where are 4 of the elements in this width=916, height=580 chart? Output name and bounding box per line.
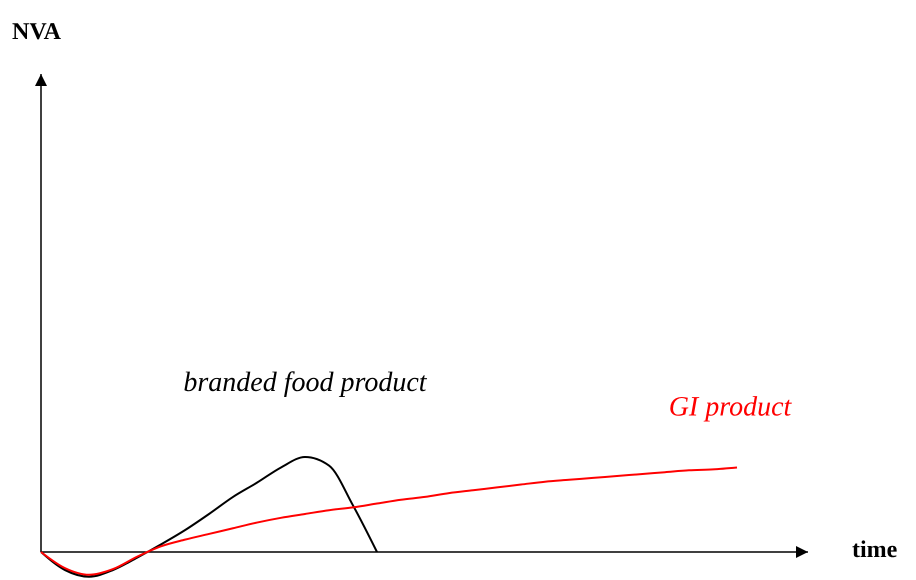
- series-label: GI product: [668, 391, 793, 422]
- x-axis-title: time: [852, 537, 898, 563]
- text: NVA: [12, 19, 62, 45]
- text: branded food product: [183, 367, 428, 398]
